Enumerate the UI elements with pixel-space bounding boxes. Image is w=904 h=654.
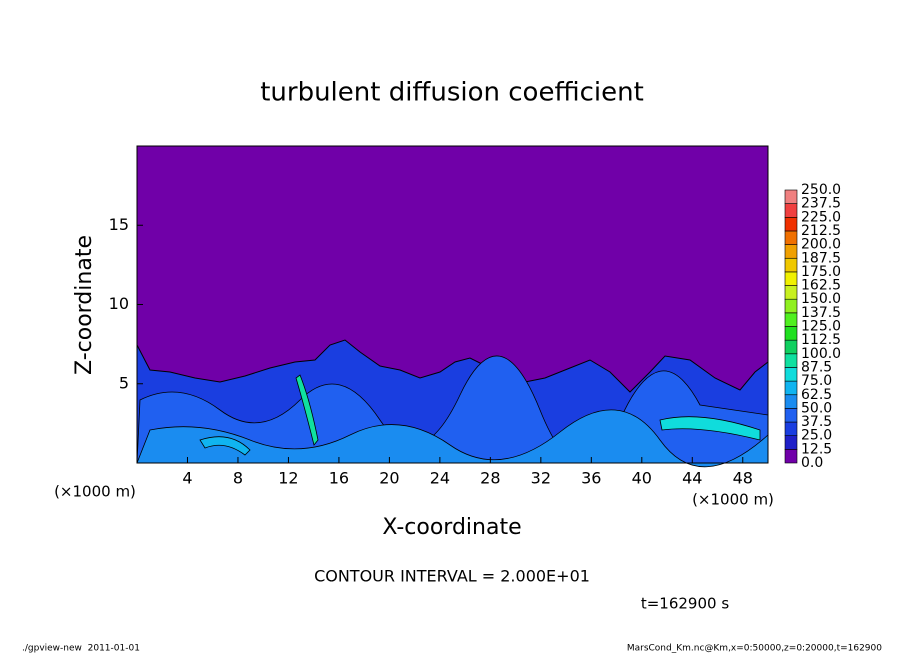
colorbar-label: 175.0	[801, 264, 841, 280]
x-tick-label: 8	[233, 469, 243, 488]
x-tick-label: 16	[329, 469, 349, 488]
colorbar-box	[784, 367, 798, 382]
field-streak	[199, 436, 251, 456]
colorbar-box	[784, 394, 798, 409]
y-tick-label: 5	[119, 373, 129, 392]
colorbar-label: 50.0	[801, 400, 832, 416]
colorbar-box	[784, 312, 798, 327]
colorbar-box	[784, 339, 798, 355]
x-tick-label: 36	[581, 469, 601, 488]
footer-left: ./gpview-new 2011-01-01	[22, 644, 140, 654]
colorbar-label: 0.0	[801, 455, 823, 471]
x-tick-label: 12	[278, 469, 298, 488]
field-region	[136, 409, 769, 468]
colorbar-label: 87.5	[801, 359, 832, 375]
colorbar-box	[784, 435, 798, 450]
x-tick-label: 32	[531, 469, 551, 488]
colorbar-label: 212.5	[801, 223, 841, 239]
contour-field	[136, 146, 769, 468]
x-axis-label: X-coordinate	[382, 515, 521, 540]
colorbar-label: 12.5	[801, 441, 832, 457]
colorbar-label: 187.5	[801, 250, 841, 266]
colorbar-box	[784, 230, 798, 245]
colorbar-box	[784, 189, 798, 204]
colorbar-box	[784, 244, 798, 259]
colorbar-label: 137.5	[801, 305, 841, 321]
x-tick-label: 44	[682, 469, 702, 488]
colorbar-label: 250.0	[801, 182, 841, 198]
x-tick-label: 20	[379, 469, 399, 488]
colorbar-box	[784, 380, 798, 396]
colorbar-label: 225.0	[801, 209, 841, 225]
y-tick-label: 10	[109, 294, 129, 313]
chart-title: turbulent diffusion coefficient	[260, 78, 644, 108]
colorbar-label: 112.5	[801, 332, 841, 348]
colorbar-label: 75.0	[801, 373, 832, 389]
colorbar-box	[784, 353, 798, 368]
colorbar-label: 62.5	[801, 387, 832, 403]
y-unit: (×1000 m)	[54, 483, 136, 501]
colorbar-box	[784, 217, 798, 232]
x-tick-label: 40	[632, 469, 652, 488]
colorbar-box	[784, 203, 798, 218]
colorbar-label: 37.5	[801, 414, 832, 430]
colorbar-box	[784, 257, 798, 273]
y-tick-label: 15	[109, 215, 129, 234]
colorbar-label: 125.0	[801, 319, 841, 335]
colorbar-label: 100.0	[801, 346, 841, 362]
time-label: t=162900 s	[641, 595, 729, 613]
colorbar-box	[784, 326, 798, 341]
x-tick-label: 4	[182, 469, 192, 488]
colorbar-label: 150.0	[801, 291, 841, 307]
field-region	[136, 355, 769, 464]
y-axis-label: Z-coordinate	[72, 235, 97, 375]
colorbar-label: 200.0	[801, 237, 841, 253]
colorbar-label: 237.5	[801, 196, 841, 212]
colorbar-label: 162.5	[801, 278, 841, 294]
colorbar-box	[784, 298, 798, 314]
x-unit: (×1000 m)	[692, 491, 774, 509]
colorbar-box	[784, 449, 798, 464]
field-streak	[295, 374, 319, 446]
x-tick-label: 48	[733, 469, 753, 488]
x-tick-label: 28	[480, 469, 500, 488]
colorbar-box	[784, 271, 798, 286]
colorbar-box	[784, 421, 798, 436]
colorbar-label: 25.0	[801, 428, 832, 444]
x-tick-label: 24	[430, 469, 450, 488]
footer-right: MarsCond_Km.nc@Km,x=0:50000,z=0:20000,t=…	[627, 644, 882, 654]
annotation: CONTOUR INTERVAL = 2.000E+01	[314, 567, 590, 586]
colorbar-box	[784, 285, 798, 300]
field-streak	[659, 416, 761, 441]
colorbar-box	[784, 408, 798, 423]
